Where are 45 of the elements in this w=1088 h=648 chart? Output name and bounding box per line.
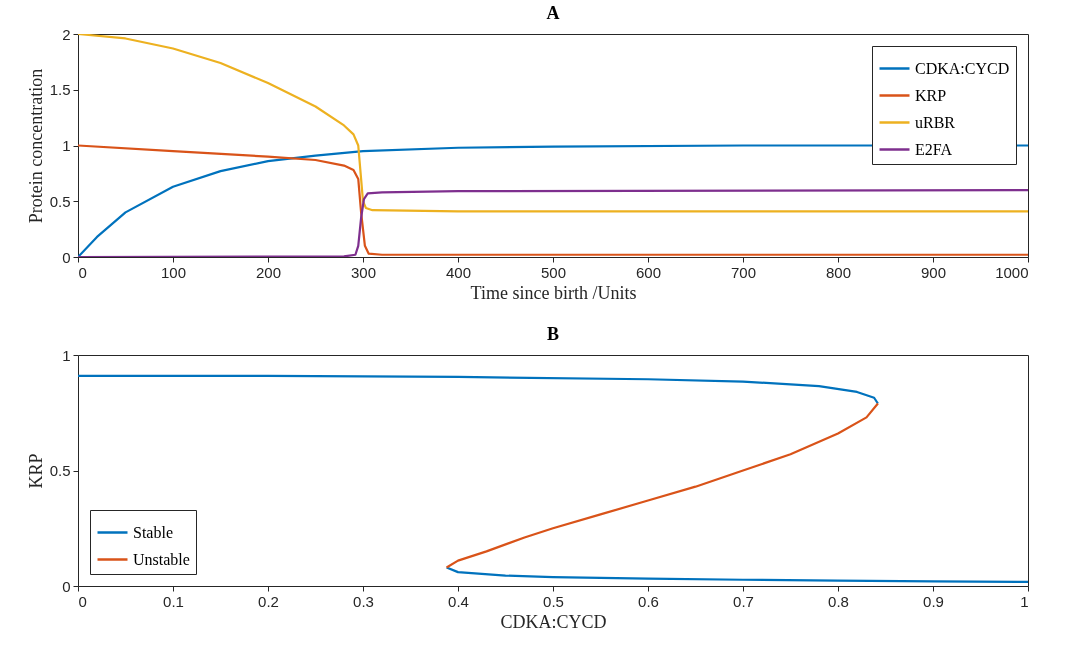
- x-tick-label: 0.3: [353, 592, 374, 610]
- x-tick-label: 1000: [995, 263, 1029, 281]
- x-tick-label: 0: [78, 263, 87, 281]
- x-tick-label: 0.4: [448, 592, 469, 610]
- legend-label: CDKA:CYCD: [915, 59, 1010, 77]
- y-tick-label: 1: [62, 346, 71, 364]
- x-tick-label: 0: [78, 592, 87, 610]
- chart-title: B: [546, 324, 560, 344]
- x-tick-label: 600: [635, 263, 662, 281]
- y-tick-label: 0: [62, 248, 71, 266]
- x-tick-label: 0.6: [638, 592, 659, 610]
- x-tick-label: 800: [825, 263, 852, 281]
- x-axis-title: CDKA:CYCD: [500, 611, 607, 632]
- x-axis-title: Time since birth /Units: [470, 282, 637, 303]
- x-tick-label: 0.2: [258, 592, 279, 610]
- x-tick-label: 300: [350, 263, 377, 281]
- x-tick-label: 200: [255, 263, 282, 281]
- line-series: [78, 189, 1028, 257]
- y-axis-title: KRP: [25, 453, 46, 489]
- x-tick-label: 0.8: [828, 592, 849, 610]
- legend-label: E2FA: [915, 140, 953, 158]
- line-series: [445, 402, 879, 569]
- x-tick-label: 500: [540, 263, 567, 281]
- y-tick-label: 2: [62, 25, 71, 43]
- x-tick-label: 400: [445, 263, 472, 281]
- y-tick-label: 0.5: [49, 462, 71, 479]
- y-tick-label: 1.5: [49, 81, 71, 99]
- y-tick-label: 0.5: [49, 192, 71, 210]
- legend-label: uRBR: [915, 113, 956, 131]
- x-tick-label: 900: [920, 263, 947, 281]
- x-tick-label: 0.9: [923, 592, 944, 610]
- legend-label: KRP: [915, 86, 947, 104]
- x-tick-label: 0.1: [163, 592, 184, 610]
- y-tick-label: 0: [62, 577, 71, 595]
- x-tick-label: 1: [1020, 592, 1029, 610]
- x-tick-label: 100: [160, 263, 187, 281]
- chart-title: A: [546, 3, 560, 23]
- y-tick-label: 1: [62, 137, 71, 154]
- legend-label: Unstable: [133, 550, 190, 568]
- legend-label: Stable: [133, 523, 173, 541]
- x-tick-label: 0.7: [733, 592, 754, 610]
- x-tick-label: 700: [730, 263, 757, 281]
- y-axis-title: Protein concentration: [25, 68, 46, 224]
- line-series: [78, 34, 1028, 213]
- x-tick-label: 0.5: [543, 592, 564, 610]
